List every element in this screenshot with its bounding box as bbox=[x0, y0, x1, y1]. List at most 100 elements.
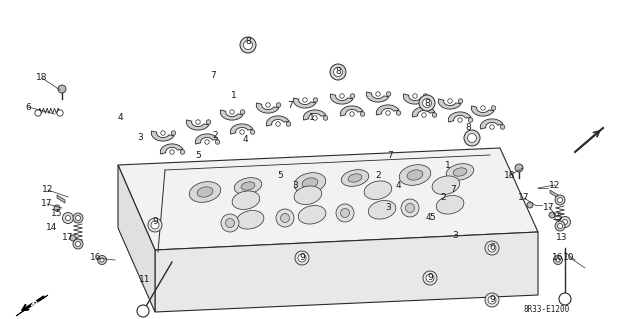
Polygon shape bbox=[57, 195, 65, 203]
Circle shape bbox=[333, 68, 342, 77]
Circle shape bbox=[221, 214, 239, 232]
Circle shape bbox=[63, 212, 74, 224]
Circle shape bbox=[481, 106, 485, 110]
Text: 9: 9 bbox=[299, 254, 305, 263]
Polygon shape bbox=[303, 110, 326, 120]
Circle shape bbox=[376, 92, 380, 96]
Circle shape bbox=[76, 241, 81, 247]
Circle shape bbox=[349, 112, 355, 116]
Circle shape bbox=[464, 130, 480, 146]
Polygon shape bbox=[376, 105, 399, 115]
Polygon shape bbox=[448, 112, 471, 122]
Text: 4: 4 bbox=[242, 136, 248, 145]
Polygon shape bbox=[471, 106, 494, 116]
Circle shape bbox=[350, 94, 355, 98]
Text: 9: 9 bbox=[152, 218, 158, 226]
Circle shape bbox=[336, 204, 354, 222]
Text: 16: 16 bbox=[90, 254, 102, 263]
Polygon shape bbox=[155, 232, 538, 312]
Polygon shape bbox=[407, 170, 423, 180]
Polygon shape bbox=[348, 174, 362, 182]
Circle shape bbox=[148, 218, 162, 232]
Polygon shape bbox=[412, 107, 435, 117]
Text: 8: 8 bbox=[465, 123, 471, 132]
Circle shape bbox=[100, 258, 104, 262]
Circle shape bbox=[422, 99, 431, 108]
Circle shape bbox=[303, 98, 307, 102]
Circle shape bbox=[556, 258, 560, 262]
Circle shape bbox=[240, 130, 244, 134]
Polygon shape bbox=[256, 103, 279, 113]
Circle shape bbox=[396, 111, 401, 115]
Text: 5: 5 bbox=[195, 151, 201, 160]
Circle shape bbox=[73, 239, 83, 249]
Polygon shape bbox=[160, 144, 183, 154]
Circle shape bbox=[419, 95, 435, 111]
Circle shape bbox=[500, 125, 505, 129]
Circle shape bbox=[313, 116, 317, 120]
Text: 17: 17 bbox=[62, 234, 74, 242]
Circle shape bbox=[555, 221, 565, 231]
Circle shape bbox=[515, 164, 523, 172]
Text: 7: 7 bbox=[450, 186, 456, 195]
Circle shape bbox=[151, 221, 159, 229]
Circle shape bbox=[468, 118, 473, 122]
Circle shape bbox=[448, 99, 452, 103]
Circle shape bbox=[559, 217, 570, 227]
Circle shape bbox=[488, 296, 496, 304]
Text: 4: 4 bbox=[395, 181, 401, 189]
Text: 8R33-E1200: 8R33-E1200 bbox=[524, 306, 570, 315]
Circle shape bbox=[58, 85, 66, 93]
Circle shape bbox=[298, 254, 306, 262]
Text: 1: 1 bbox=[231, 91, 237, 100]
Polygon shape bbox=[330, 94, 353, 104]
Circle shape bbox=[488, 244, 496, 252]
Circle shape bbox=[314, 98, 318, 102]
Circle shape bbox=[557, 224, 563, 228]
Text: 7: 7 bbox=[387, 151, 393, 160]
Polygon shape bbox=[366, 92, 389, 102]
Circle shape bbox=[485, 241, 499, 255]
Circle shape bbox=[65, 216, 70, 220]
Circle shape bbox=[422, 113, 426, 117]
Circle shape bbox=[554, 256, 563, 264]
Text: 9: 9 bbox=[427, 273, 433, 283]
Circle shape bbox=[35, 110, 41, 116]
Circle shape bbox=[423, 94, 428, 98]
Circle shape bbox=[549, 212, 555, 218]
Circle shape bbox=[73, 213, 83, 223]
Text: 5: 5 bbox=[429, 213, 435, 222]
Text: 16: 16 bbox=[552, 253, 564, 262]
Circle shape bbox=[559, 293, 571, 305]
Circle shape bbox=[276, 122, 280, 126]
Circle shape bbox=[225, 219, 234, 227]
Polygon shape bbox=[234, 178, 262, 194]
Text: 17: 17 bbox=[543, 203, 555, 211]
Circle shape bbox=[240, 110, 244, 114]
Text: 6: 6 bbox=[25, 102, 31, 112]
Text: 6: 6 bbox=[489, 243, 495, 253]
Polygon shape bbox=[189, 182, 221, 202]
Circle shape bbox=[97, 256, 106, 264]
Circle shape bbox=[266, 103, 270, 107]
Circle shape bbox=[340, 94, 344, 98]
Polygon shape bbox=[220, 110, 243, 120]
Circle shape bbox=[555, 195, 565, 205]
Polygon shape bbox=[399, 165, 431, 185]
Circle shape bbox=[196, 120, 200, 124]
Circle shape bbox=[323, 116, 328, 120]
Polygon shape bbox=[16, 295, 48, 316]
Polygon shape bbox=[364, 181, 392, 199]
Text: 13: 13 bbox=[556, 234, 568, 242]
Circle shape bbox=[467, 133, 477, 143]
Polygon shape bbox=[151, 131, 174, 141]
Circle shape bbox=[180, 150, 185, 154]
Circle shape bbox=[386, 111, 390, 115]
Polygon shape bbox=[341, 170, 369, 186]
Polygon shape bbox=[236, 211, 264, 229]
Circle shape bbox=[426, 274, 434, 282]
Text: 3: 3 bbox=[385, 204, 391, 212]
Text: 18: 18 bbox=[36, 73, 48, 83]
Circle shape bbox=[387, 92, 391, 96]
Text: 2: 2 bbox=[212, 130, 218, 139]
